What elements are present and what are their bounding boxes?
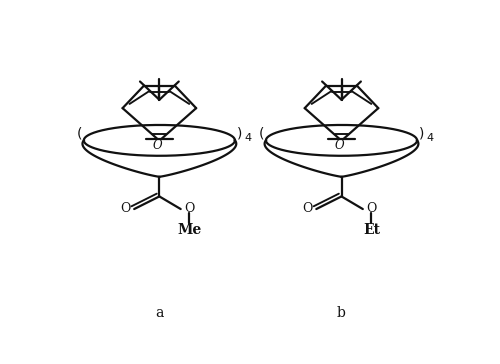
Text: O: O (152, 139, 162, 152)
Text: O: O (366, 202, 376, 215)
Text: ): ) (419, 126, 424, 141)
Text: Me: Me (177, 223, 202, 237)
Text: a: a (155, 306, 164, 320)
Text: (: ( (76, 126, 82, 141)
Text: O: O (184, 202, 194, 215)
Text: b: b (337, 306, 346, 320)
Text: 4: 4 (427, 132, 434, 143)
Text: Et: Et (363, 223, 380, 237)
Text: 4: 4 (244, 132, 252, 143)
Text: ): ) (237, 126, 242, 141)
Text: O: O (120, 202, 131, 215)
Text: O: O (335, 139, 344, 152)
Text: O: O (302, 202, 313, 215)
Text: (: ( (258, 126, 264, 141)
